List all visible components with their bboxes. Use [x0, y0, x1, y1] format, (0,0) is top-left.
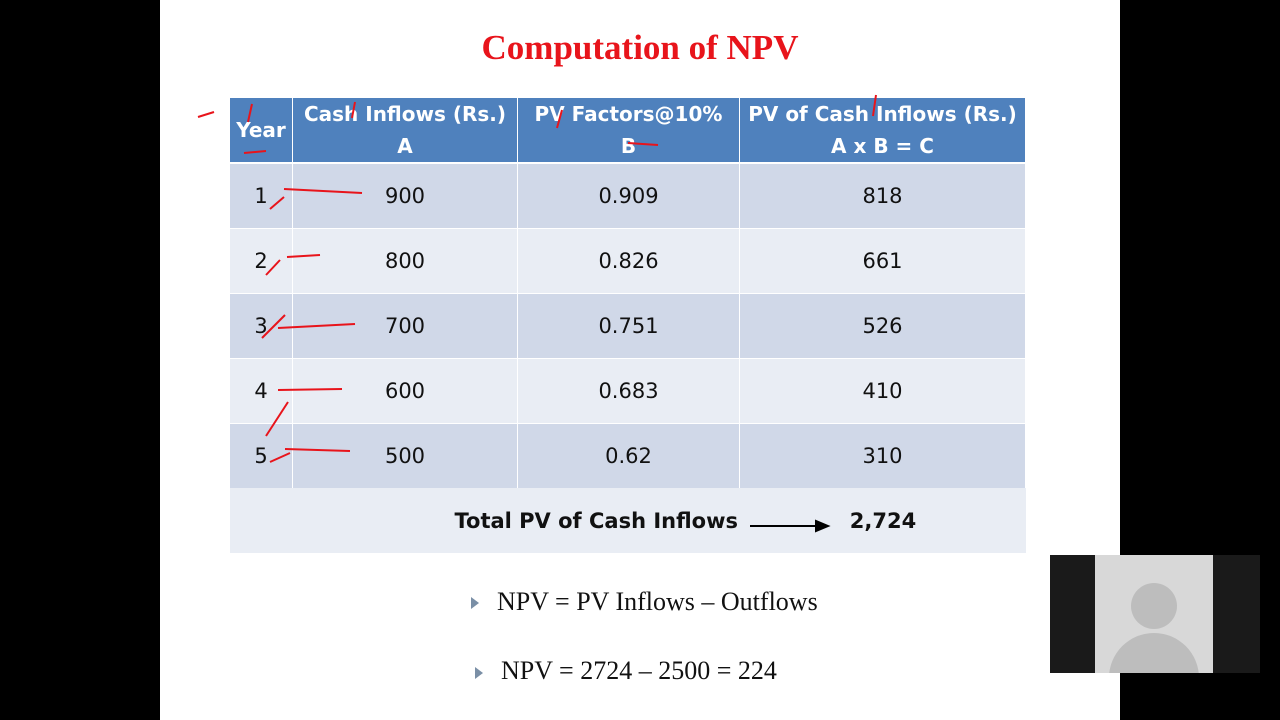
total-row	[230, 488, 1026, 553]
bullet-icon	[471, 597, 479, 609]
table-cell: 600	[293, 358, 518, 423]
cell-text: 310	[862, 444, 903, 468]
table-cell: 900	[293, 163, 518, 228]
table-cell: 500	[293, 423, 518, 488]
bullet-text: NPV = 2724 – 2500 = 224	[501, 656, 777, 685]
cell-text: 661	[862, 249, 903, 273]
table-cell: 410	[740, 358, 1026, 423]
slide-title: Computation of NPV	[481, 28, 799, 67]
cell-text: 410	[862, 379, 903, 403]
cell-text: B	[620, 134, 637, 158]
table-cell: 3	[230, 293, 293, 358]
cell-text: 2	[254, 249, 268, 273]
cell-text: 0.751	[598, 314, 659, 338]
table-cell: 310	[740, 423, 1026, 488]
cell-text: 1	[254, 184, 268, 208]
cell-text: 5	[254, 444, 268, 468]
table-cell: 0.683	[518, 358, 740, 423]
table-cell: 2	[230, 228, 293, 293]
total-value: 2,724	[740, 488, 1026, 553]
cell-text: 526	[862, 314, 903, 338]
cell-text: 0.62	[605, 444, 652, 468]
header-cell: PV of Cash Inflows (Rs.) A x B = C	[740, 98, 1026, 162]
cell-text: 600	[384, 379, 426, 403]
header-cell: Cash Inflows (Rs.) A	[293, 98, 518, 162]
cell-text: PV Factors@10%	[534, 102, 723, 126]
cell-text: 500	[384, 444, 426, 468]
table-cell: 800	[293, 228, 518, 293]
table-cell: 818	[740, 163, 1026, 228]
header-cell: PV Factors@10% B	[518, 98, 740, 162]
bullet-icon	[475, 667, 483, 679]
cell-text: 2,724	[849, 508, 917, 533]
cell-text: 900	[384, 184, 426, 208]
cell-text: Cash Inflows (Rs.)	[303, 102, 507, 126]
table-cell: 526	[740, 293, 1026, 358]
table-cell: 0.751	[518, 293, 740, 358]
cell-text: 0.909	[598, 184, 659, 208]
table-cell: 5	[230, 423, 293, 488]
slide: Computation of NPV Year Cash Inflows (Rs.…	[160, 0, 1120, 720]
cell-text: 818	[862, 184, 903, 208]
cell-text: PV of Cash Inflows (Rs.)	[748, 102, 1017, 126]
cell-text: 3	[254, 314, 268, 338]
cell-text: 0.826	[598, 249, 659, 273]
cell-text: 0.683	[598, 379, 659, 403]
cell-text: Total PV of Cash Inflows	[454, 508, 738, 533]
cell-text: A x B = C	[831, 134, 934, 158]
webcam	[1050, 555, 1260, 673]
table-cell: 0.62	[518, 423, 740, 488]
cell-text: A	[397, 134, 413, 158]
table-cell: 1	[230, 163, 293, 228]
avatar	[1095, 555, 1213, 673]
table-cell: 0.826	[518, 228, 740, 293]
cell-text: 800	[384, 249, 426, 273]
cell-text: 700	[384, 314, 426, 338]
table-cell: 0.909	[518, 163, 740, 228]
table-cell: 661	[740, 228, 1026, 293]
bullet-text: NPV = PV Inflows – Outflows	[497, 587, 818, 616]
cell-text: 4	[254, 379, 268, 403]
cell-text: Year	[236, 118, 286, 142]
total-label: Total PV of Cash Inflows	[230, 488, 740, 553]
